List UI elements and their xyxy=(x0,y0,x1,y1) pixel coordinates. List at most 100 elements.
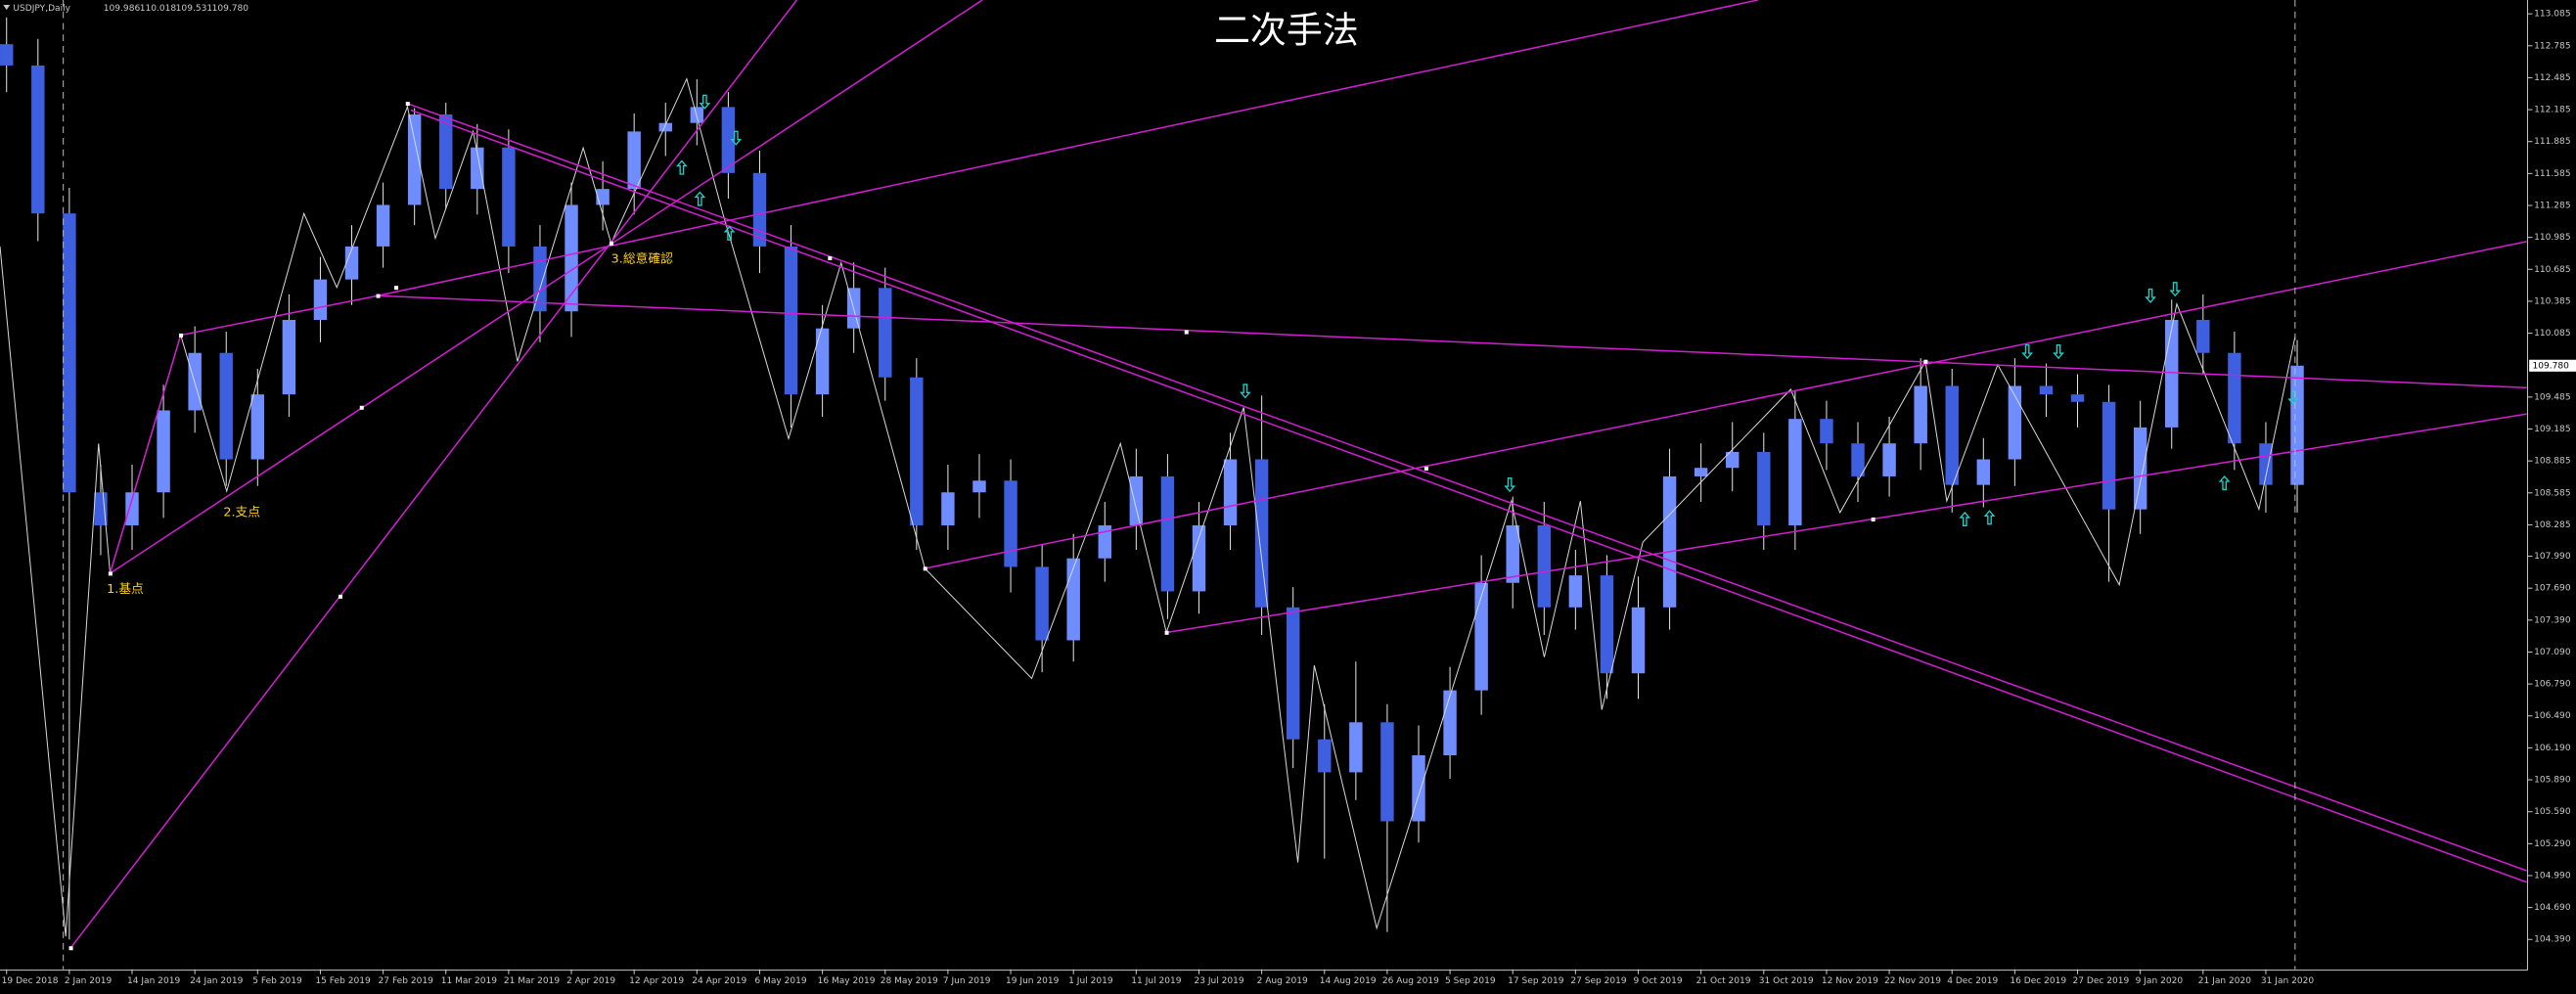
candle-body xyxy=(2133,427,2147,510)
candle-body xyxy=(439,113,453,190)
y-tick-label: 112.785 xyxy=(2534,41,2570,51)
y-tick-label: 106.790 xyxy=(2534,680,2571,690)
quote-high: 110.018 xyxy=(140,4,177,14)
trend-line xyxy=(378,294,2527,389)
candle-body xyxy=(1662,475,1677,608)
y-tick-label: 109.485 xyxy=(2534,392,2570,402)
candle-body xyxy=(596,189,610,205)
trend-line xyxy=(407,103,2527,872)
candle-body xyxy=(941,492,955,525)
candle-body xyxy=(1286,607,1300,740)
candle-body xyxy=(627,131,641,190)
annotation: 3.総意確認 xyxy=(611,251,673,267)
candle-body xyxy=(2290,365,2304,485)
x-tick-label: 23 Jul 2019 xyxy=(1194,976,1243,986)
y-tick-label: 107.090 xyxy=(2534,648,2571,657)
up-arrow xyxy=(2218,474,2231,491)
y-tick-label: 105.590 xyxy=(2534,807,2571,817)
quote-open: 109.986 xyxy=(104,4,141,14)
y-tick-label: 110.085 xyxy=(2534,329,2570,339)
anchor-point xyxy=(609,241,614,246)
y-tick-label: 110.985 xyxy=(2534,233,2570,243)
candle-body xyxy=(63,213,76,493)
quote-close: 109.780 xyxy=(212,4,249,14)
x-tick-label: 5 Sep 2019 xyxy=(1445,976,1496,986)
y-tick-label: 107.990 xyxy=(2534,552,2571,562)
last-price-tag xyxy=(2529,359,2576,372)
x-tick-label: 16 May 2019 xyxy=(818,976,876,986)
y-tick-label: 104.990 xyxy=(2534,871,2571,881)
x-tick-label: 2 Jan 2019 xyxy=(65,976,113,986)
candle-body xyxy=(376,204,390,247)
candle-body xyxy=(1851,443,1865,476)
x-tick-label: 12 Apr 2019 xyxy=(629,976,684,986)
trend-line xyxy=(180,294,379,337)
trend-line xyxy=(410,109,2527,883)
candle-body xyxy=(313,279,328,320)
candle-body xyxy=(2259,443,2273,485)
y-tick-label: 109.185 xyxy=(2534,425,2570,434)
candle-body xyxy=(972,480,986,493)
anchor-point xyxy=(68,946,73,951)
y-tick-label: 104.390 xyxy=(2534,935,2571,945)
candle-body xyxy=(1820,419,1833,444)
candle-body xyxy=(1035,566,1049,641)
candle-body xyxy=(2196,319,2210,353)
candle-body xyxy=(1254,459,1269,608)
trend-line xyxy=(378,0,1758,296)
x-tick-label: 21 Mar 2019 xyxy=(504,976,561,986)
y-tick-label: 112.485 xyxy=(2534,73,2570,83)
quote-low: 109.531 xyxy=(176,4,212,14)
anchor-point xyxy=(1164,630,1169,635)
x-tick-label: 28 May 2019 xyxy=(881,976,938,986)
candle-body xyxy=(879,288,892,378)
y-tick-label: 111.585 xyxy=(2534,169,2570,179)
trend-line xyxy=(1166,413,2527,634)
candle-body xyxy=(1945,385,1959,485)
candle-body xyxy=(1600,575,1614,674)
x-tick-label: 24 Apr 2019 xyxy=(692,976,746,986)
y-tick-label: 110.385 xyxy=(2534,296,2570,306)
x-tick-label: 24 Jan 2019 xyxy=(190,976,243,986)
candle-body xyxy=(1129,475,1144,525)
anchor-point xyxy=(405,102,410,107)
candle-body xyxy=(658,122,672,132)
up-arrow xyxy=(723,225,736,241)
x-tick-label: 6 May 2019 xyxy=(754,976,806,986)
candle-body xyxy=(157,410,170,493)
y-tick-label: 111.285 xyxy=(2534,202,2570,211)
anchor-point xyxy=(1871,517,1876,521)
candle-body xyxy=(1757,451,1771,525)
candle-body xyxy=(1349,722,1363,773)
candle-body xyxy=(2070,394,2085,402)
anchor-point xyxy=(828,255,833,260)
x-tick-label: 2 Aug 2019 xyxy=(1257,976,1308,986)
candle-body xyxy=(1914,385,1927,444)
x-tick-label: 22 Nov 2019 xyxy=(1884,976,1941,986)
y-tick-label: 113.085 xyxy=(2534,10,2570,20)
y-tick-label: 111.885 xyxy=(2534,137,2570,147)
anchor-point xyxy=(338,594,342,599)
candle-body xyxy=(31,65,45,214)
anchor-point xyxy=(179,333,184,338)
candle-body xyxy=(1537,524,1552,608)
x-tick-label: 19 Dec 2018 xyxy=(2,976,59,986)
y-tick-label: 110.685 xyxy=(2534,265,2570,275)
candle-body xyxy=(407,113,422,205)
candle-body xyxy=(815,328,830,395)
x-tick-label: 14 Aug 2019 xyxy=(1320,976,1377,986)
y-tick-label: 105.290 xyxy=(2534,839,2571,849)
x-tick-label: 27 Sep 2019 xyxy=(1570,976,1627,986)
y-tick-label: 108.585 xyxy=(2534,488,2570,498)
menu-triangle[interactable] xyxy=(3,5,11,11)
candle-body xyxy=(2165,319,2179,428)
x-tick-label: 26 Aug 2019 xyxy=(1382,976,1439,986)
candle-body xyxy=(721,107,736,173)
trend-line xyxy=(110,0,983,574)
anchor-point xyxy=(1424,466,1428,471)
candle-body xyxy=(1318,739,1332,773)
candle-body xyxy=(1631,607,1646,674)
trend-line xyxy=(925,241,2527,569)
